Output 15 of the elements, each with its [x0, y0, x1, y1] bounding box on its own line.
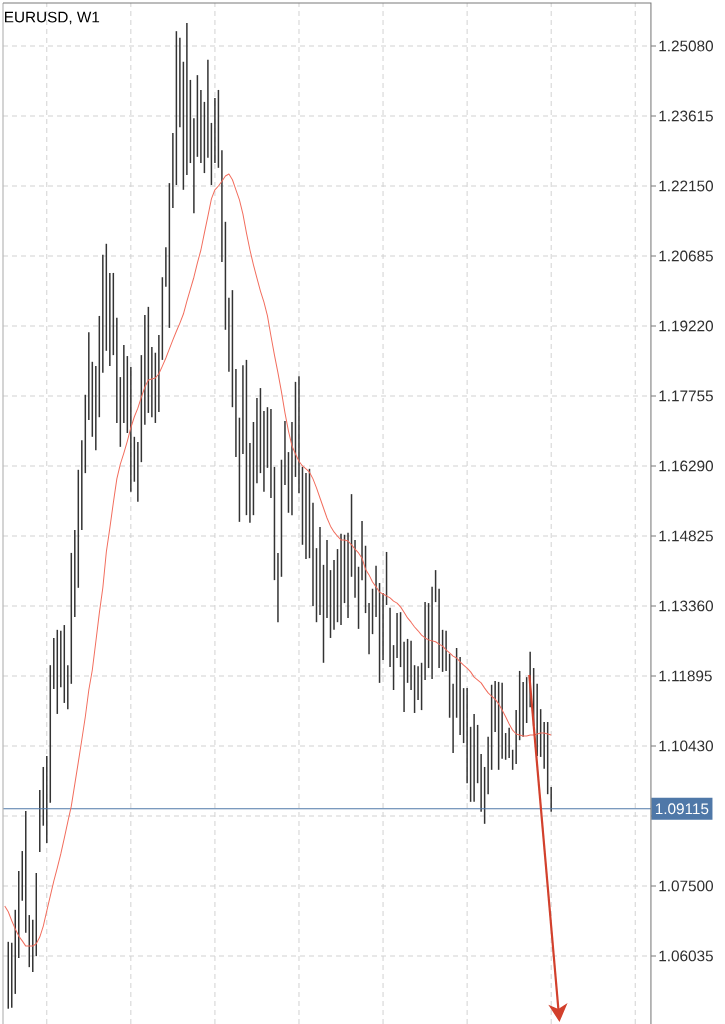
ref-line-label: 1.09115 [655, 803, 709, 815]
y-tick-label: 1.16290 [659, 460, 713, 472]
y-tick-label: 1.22150 [659, 180, 713, 192]
y-tick-label: 1.13360 [659, 600, 713, 612]
y-tick-label: 1.25080 [659, 40, 713, 52]
chart-title: EURUSD, W1 [5, 11, 100, 25]
y-tick-label: 1.20685 [659, 250, 713, 262]
y-tick-label: 1.07500 [659, 880, 713, 892]
y-tick-label: 1.23615 [659, 110, 713, 122]
y-tick-label: 1.06035 [659, 950, 713, 962]
y-tick-label: 1.19220 [659, 320, 713, 332]
y-tick-label: 1.10430 [659, 740, 713, 752]
y-tick-label: 1.17755 [659, 390, 713, 402]
y-tick-label: 1.11895 [659, 670, 712, 682]
y-tick-label: 1.14825 [659, 530, 713, 542]
